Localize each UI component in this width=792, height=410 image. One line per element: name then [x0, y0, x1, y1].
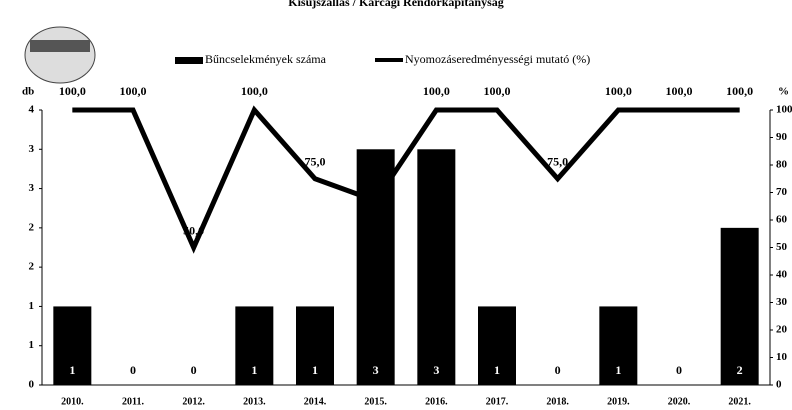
line-value-label: 100,0	[666, 84, 693, 98]
y2-tick-label: 20	[776, 324, 788, 336]
line-value-label: 75,0	[305, 155, 326, 169]
y-tick-label: 1	[29, 339, 35, 351]
line-value-label: 100,0	[484, 84, 511, 98]
y2-tick-label: 50	[776, 241, 788, 253]
y2-tick-label: 90	[776, 131, 788, 143]
bar	[478, 306, 516, 385]
line-value-label: 100,0	[605, 84, 632, 98]
y2-tick-label: 80	[776, 159, 788, 171]
bar-value-label: 1	[69, 363, 75, 377]
bar	[53, 306, 92, 385]
bar	[720, 227, 759, 385]
y2-tick-label: 70	[776, 186, 788, 198]
line-value-label: 100,0	[59, 84, 86, 98]
bar	[356, 149, 395, 385]
y2-tick-label: 60	[776, 214, 788, 226]
bar	[235, 306, 274, 385]
y-axis-label: db	[22, 86, 34, 98]
x-tick-label: 2010.	[61, 396, 84, 407]
bar-value-label: 0	[555, 363, 561, 377]
x-tick-label: 2021.	[728, 396, 751, 407]
y2-tick-label: 100	[776, 104, 792, 116]
bar-value-label: 0	[191, 363, 197, 377]
bar-value-label: 1	[494, 363, 500, 377]
y-tick-label: 1	[29, 300, 35, 312]
bar-value-label: 0	[676, 363, 682, 377]
legend-swatch	[175, 57, 203, 64]
line-value-label: 50,0	[183, 223, 204, 237]
y2-tick-label: 30	[776, 296, 788, 308]
y-tick-label: 3	[29, 182, 35, 194]
legend-label: Nyomozáseredményességi mutató (%)	[405, 52, 590, 66]
y-tick-label: 4	[29, 104, 35, 116]
x-tick-label: 2016.	[425, 396, 448, 407]
x-tick-label: 2012.	[182, 396, 205, 407]
x-tick-label: 2013.	[243, 396, 266, 407]
legend-label: Bűncselekmények száma	[205, 52, 327, 66]
y2-tick-label: 40	[776, 269, 788, 281]
bar-value-label: 1	[615, 363, 621, 377]
y2-axis-label: %	[778, 86, 789, 98]
bar-value-label: 3	[433, 363, 439, 377]
y2-tick-label: 0	[776, 379, 782, 391]
bar	[296, 306, 334, 385]
line-value-label: 100,0	[726, 84, 753, 98]
bar-value-label: 0	[130, 363, 136, 377]
bar	[417, 149, 456, 385]
bar-value-label: 2	[737, 363, 743, 377]
y-tick-label: 3	[29, 143, 35, 155]
line	[72, 105, 740, 254]
bar-value-label: 1	[312, 363, 318, 377]
x-tick-label: 2019.	[607, 396, 630, 407]
line-value-label: 100,0	[423, 84, 450, 98]
line-value-label: 100,0	[241, 84, 268, 98]
x-tick-label: 2014.	[304, 396, 327, 407]
x-tick-label: 2017.	[486, 396, 509, 407]
y-tick-label: 0	[29, 379, 35, 391]
bar	[599, 306, 638, 385]
bar-value-label: 3	[373, 363, 379, 377]
chart-title: Kisújszállás / Karcagi Rendőrkapitányság	[288, 0, 503, 9]
bar-value-label: 1	[251, 363, 257, 377]
line-value-label: 75,0	[547, 155, 568, 169]
y-tick-label: 2	[29, 261, 35, 273]
line-value-label: 100,0	[120, 84, 147, 98]
y2-tick-label: 10	[776, 351, 788, 363]
y-tick-label: 2	[29, 221, 35, 233]
x-tick-label: 2020.	[668, 396, 691, 407]
x-tick-label: 2015.	[364, 396, 387, 407]
x-tick-label: 2018.	[546, 396, 569, 407]
x-tick-label: 2011.	[122, 396, 144, 407]
logo	[24, 26, 96, 84]
